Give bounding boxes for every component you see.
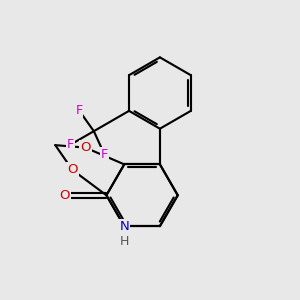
Text: O: O [80, 141, 91, 154]
Text: F: F [67, 138, 74, 151]
Text: F: F [101, 148, 108, 161]
Text: F: F [75, 103, 82, 117]
Text: O: O [67, 164, 78, 176]
Text: N: N [119, 220, 129, 232]
Text: H: H [120, 236, 129, 248]
Text: O: O [59, 189, 70, 202]
